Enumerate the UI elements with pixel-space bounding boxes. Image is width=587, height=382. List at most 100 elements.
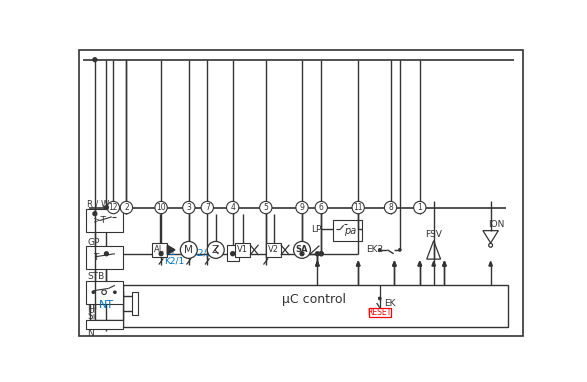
Circle shape: [489, 243, 492, 247]
Text: R / W: R / W: [87, 199, 109, 208]
Circle shape: [207, 241, 224, 258]
Circle shape: [155, 201, 167, 214]
Text: >T: >T: [93, 216, 106, 225]
Circle shape: [93, 58, 97, 62]
Circle shape: [104, 252, 109, 256]
Bar: [86, 320, 123, 329]
Circle shape: [92, 291, 95, 293]
Bar: [90, 291, 123, 320]
Polygon shape: [356, 261, 360, 266]
Text: K2/1: K2/1: [164, 257, 184, 266]
Circle shape: [227, 201, 239, 214]
Circle shape: [315, 252, 319, 256]
Circle shape: [183, 201, 195, 214]
Text: 3: 3: [186, 203, 191, 212]
Text: AL: AL: [154, 245, 165, 254]
Text: 12: 12: [109, 203, 118, 212]
Circle shape: [319, 252, 323, 256]
Text: 5: 5: [264, 203, 268, 212]
Text: 10: 10: [156, 203, 166, 212]
Text: K4: K4: [241, 248, 252, 257]
Text: K2/2: K2/2: [192, 248, 212, 257]
Text: 6: 6: [319, 203, 323, 212]
Text: SA: SA: [296, 245, 308, 254]
Polygon shape: [489, 261, 492, 266]
Text: ION: ION: [488, 220, 505, 229]
Circle shape: [259, 201, 272, 214]
Text: K1: K1: [164, 248, 176, 257]
Bar: [86, 209, 123, 232]
Bar: [86, 281, 123, 304]
Text: Hi: Hi: [87, 305, 96, 314]
Polygon shape: [418, 261, 421, 266]
Circle shape: [300, 252, 304, 256]
Circle shape: [180, 241, 197, 258]
Circle shape: [399, 249, 401, 251]
Text: RESET: RESET: [367, 308, 392, 317]
Circle shape: [102, 290, 106, 295]
Text: FSV: FSV: [425, 230, 442, 239]
Text: LP: LP: [311, 225, 321, 234]
Circle shape: [107, 201, 120, 214]
Text: M: M: [184, 245, 193, 255]
Bar: [132, 292, 138, 315]
Circle shape: [231, 252, 235, 256]
Bar: [227, 244, 239, 261]
Text: NT: NT: [99, 300, 114, 310]
Text: Si: Si: [87, 312, 96, 321]
Polygon shape: [231, 252, 234, 255]
Text: 9: 9: [299, 203, 305, 212]
Circle shape: [93, 212, 97, 215]
Bar: [235, 243, 251, 257]
Polygon shape: [443, 261, 446, 266]
Polygon shape: [443, 261, 446, 266]
Circle shape: [414, 201, 426, 214]
Text: N: N: [87, 329, 94, 338]
Circle shape: [352, 201, 365, 214]
Circle shape: [296, 201, 308, 214]
Bar: [333, 220, 362, 241]
Text: GP: GP: [87, 238, 100, 247]
Text: pa: pa: [343, 226, 356, 236]
Circle shape: [294, 241, 311, 258]
Text: T: T: [93, 253, 99, 262]
Text: STB: STB: [87, 272, 104, 281]
Text: 8: 8: [388, 203, 393, 212]
Circle shape: [379, 249, 381, 251]
Text: K3: K3: [210, 248, 222, 257]
Circle shape: [159, 252, 163, 256]
Text: 4: 4: [230, 203, 235, 212]
Text: 1: 1: [417, 203, 422, 212]
Circle shape: [319, 252, 323, 256]
Circle shape: [201, 201, 214, 214]
Text: µC control: µC control: [282, 293, 346, 306]
Polygon shape: [393, 261, 396, 266]
Circle shape: [120, 201, 133, 214]
Text: K5: K5: [269, 248, 281, 257]
Bar: [123, 285, 508, 327]
Bar: [369, 308, 390, 317]
Bar: [86, 246, 123, 269]
Polygon shape: [418, 261, 421, 266]
Bar: [266, 243, 281, 257]
Polygon shape: [393, 261, 396, 266]
Text: 2: 2: [124, 203, 129, 212]
Circle shape: [379, 297, 381, 299]
Text: EK2: EK2: [366, 245, 383, 254]
Text: V1: V1: [237, 245, 248, 254]
Polygon shape: [316, 261, 319, 266]
Circle shape: [384, 201, 397, 214]
Polygon shape: [167, 245, 175, 254]
Circle shape: [315, 201, 328, 214]
Text: V2: V2: [268, 245, 279, 254]
Text: EK: EK: [384, 298, 396, 308]
Polygon shape: [432, 261, 436, 266]
Polygon shape: [316, 261, 319, 266]
Bar: [152, 243, 167, 257]
Text: Z: Z: [211, 245, 218, 255]
Text: 11: 11: [353, 203, 363, 212]
Circle shape: [114, 291, 116, 293]
Circle shape: [104, 206, 109, 209]
Polygon shape: [356, 261, 360, 266]
Text: 7: 7: [205, 203, 210, 212]
